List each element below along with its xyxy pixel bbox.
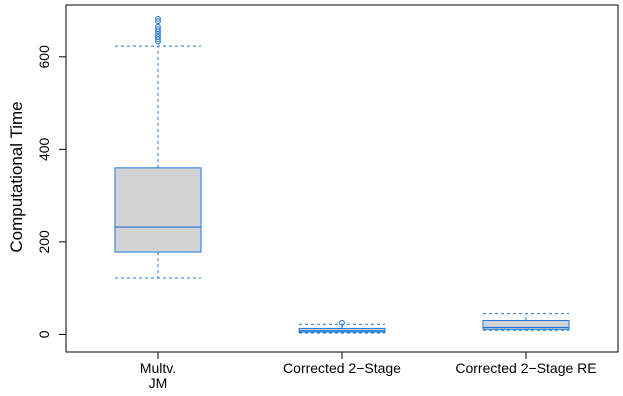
x-tick-label-0-0: Multv. (140, 360, 176, 376)
outlier-0-2 (155, 34, 161, 40)
outlier-0-5 (155, 26, 161, 32)
outlier-1-0 (339, 319, 345, 326)
outlier-0-7 (155, 18, 161, 25)
y-tick-label-1: 200 (36, 230, 52, 254)
outlier-0-8 (155, 15, 161, 22)
outlier-0-6 (155, 23, 161, 30)
x-tick-label-0-1: JM (149, 375, 168, 391)
y-tick-label-3: 600 (36, 45, 52, 69)
y-axis-title: Computational Time (7, 101, 26, 252)
y-tick-label-2: 400 (36, 137, 52, 161)
x-tick-label-1-0: Corrected 2−Stage (283, 360, 401, 376)
x-tick-label-2-0: Corrected 2−Stage RE (455, 360, 596, 376)
y-tick-label-0: 0 (36, 330, 52, 338)
box-0 (114, 167, 202, 253)
box-2 (482, 320, 570, 330)
